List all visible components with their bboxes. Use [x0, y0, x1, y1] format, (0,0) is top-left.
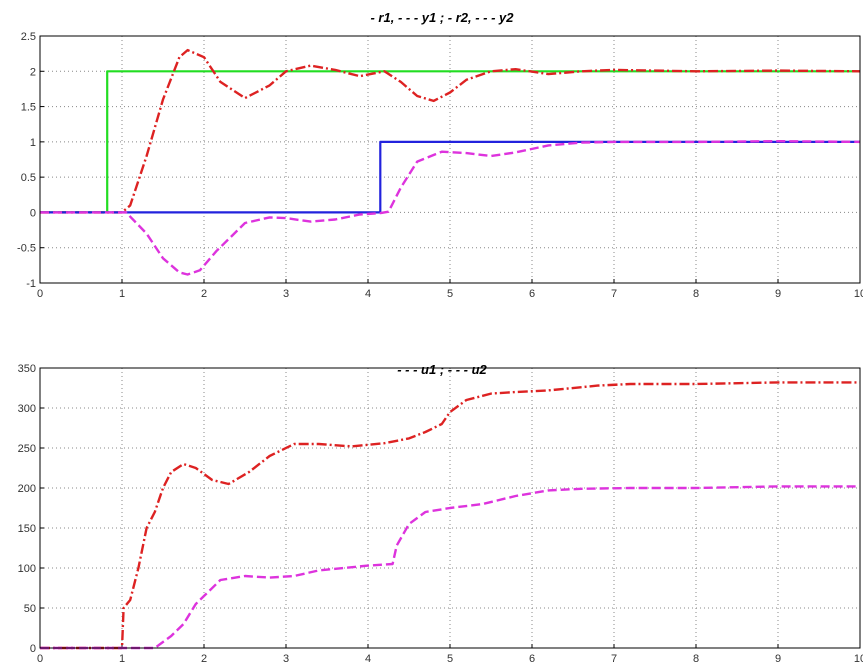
x-tick-label: 4 — [365, 653, 371, 665]
x-tick-label: 4 — [365, 288, 371, 300]
x-tick-label: 8 — [693, 653, 699, 665]
series-r2-line — [40, 140, 860, 214]
bottom-plot: - - - u1 ; - - - u2 0 1 2 3 4 5 6 7 8 9 10 0 50 100 1… — [18, 362, 863, 665]
x-tick-label: 7 — [611, 653, 617, 665]
x-tick-label: 10 — [854, 288, 863, 300]
y-tick-label: -0.5 — [17, 243, 36, 255]
y-tick-label: 200 — [18, 483, 36, 495]
y-tick-label: 300 — [18, 403, 36, 415]
top-y-tick-labels: -1 -0.5 0 0.5 1 1.5 2 2.5 — [17, 31, 36, 290]
x-tick-label: 5 — [447, 653, 453, 665]
x-tick-label: 8 — [693, 288, 699, 300]
x-tick-label: 2 — [201, 653, 207, 665]
y-tick-label: -1 — [26, 278, 36, 290]
y-tick-label: 1 — [30, 137, 36, 149]
y-tick-label: 0 — [30, 207, 36, 219]
x-tick-label: 3 — [283, 288, 289, 300]
x-tick-label: 0 — [37, 288, 43, 300]
y-tick-label: 100 — [18, 563, 36, 575]
y-tick-label: 0.5 — [21, 172, 36, 184]
series-u1-line — [40, 381, 860, 650]
y-tick-label: 0 — [30, 643, 36, 655]
y-tick-label: 250 — [18, 443, 36, 455]
x-tick-label: 7 — [611, 288, 617, 300]
x-tick-label: 9 — [775, 288, 781, 300]
x-tick-label: 10 — [854, 653, 863, 665]
x-tick-label: 1 — [119, 653, 125, 665]
y-tick-label: 1.5 — [21, 102, 36, 114]
x-tick-label: 6 — [529, 288, 535, 300]
bottom-grid — [39, 367, 861, 649]
x-tick-label: 1 — [119, 288, 125, 300]
top-series-layer — [40, 48, 861, 276]
y-tick-label: 2 — [30, 66, 36, 78]
y-tick-label: 350 — [18, 363, 36, 375]
x-tick-label: 0 — [37, 653, 43, 665]
x-tick-label: 2 — [201, 288, 207, 300]
bottom-series-layer — [40, 381, 860, 650]
bottom-x-tick-labels: 0 1 2 3 4 5 6 7 8 9 10 — [37, 653, 863, 665]
bottom-plot-title: - - - u1 ; - - - u2 — [397, 362, 487, 377]
bottom-y-tick-labels: 0 50 100 150 200 250 300 350 — [18, 363, 36, 655]
top-plot: - r1, - - - y1 ; - r2, - - - y2 0 1 2 3 4 5 6 7… — [17, 10, 863, 300]
x-tick-label: 9 — [775, 653, 781, 665]
x-tick-label: 6 — [529, 653, 535, 665]
y-tick-label: 50 — [24, 603, 36, 615]
y-tick-label: 150 — [18, 523, 36, 535]
series-y2-line — [40, 139, 861, 276]
x-tick-label: 5 — [447, 288, 453, 300]
bottom-plot-frame — [39, 367, 861, 649]
series-u2-line — [40, 485, 860, 650]
series-y1-line — [40, 48, 861, 214]
top-plot-title: - r1, - - - y1 ; - r2, - - - y2 — [370, 10, 514, 25]
top-plot-frame — [39, 35, 861, 284]
x-tick-label: 3 — [283, 653, 289, 665]
top-x-tick-labels: 0 1 2 3 4 5 6 7 8 9 10 — [37, 288, 863, 300]
y-tick-label: 2.5 — [21, 31, 36, 43]
